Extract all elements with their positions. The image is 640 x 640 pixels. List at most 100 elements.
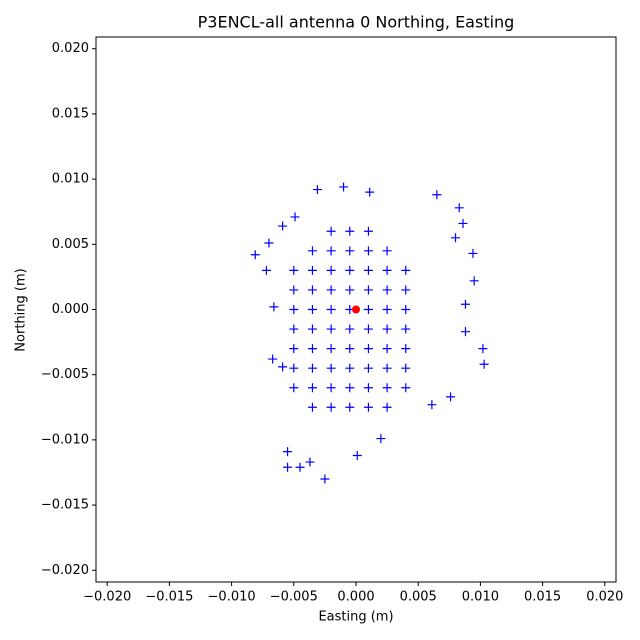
point — [307, 383, 317, 393]
point — [307, 265, 317, 275]
point — [352, 305, 360, 314]
point — [326, 305, 336, 314]
point — [289, 363, 299, 373]
x-tick-label: 0.010 — [462, 590, 499, 605]
point — [345, 383, 355, 393]
point — [261, 265, 271, 275]
point — [454, 203, 464, 213]
y-tick-label: 0.005 — [52, 237, 89, 252]
point — [469, 276, 479, 286]
point — [345, 324, 355, 334]
point — [305, 457, 315, 467]
point — [278, 362, 288, 372]
x-axis-label: Easting (m) — [318, 610, 393, 625]
point — [307, 285, 317, 295]
point — [326, 344, 336, 354]
point — [365, 187, 375, 197]
y-tick-label: 0.015 — [52, 106, 89, 121]
point — [363, 402, 373, 412]
point — [363, 265, 373, 275]
y-tick-label: −0.015 — [41, 498, 89, 513]
point — [468, 248, 478, 258]
y-tick-label: −0.020 — [41, 563, 89, 578]
point — [345, 402, 355, 412]
point — [451, 233, 461, 243]
point — [432, 190, 442, 200]
plot-frame — [95, 36, 617, 583]
point — [307, 324, 317, 334]
point — [401, 344, 411, 354]
point — [382, 305, 392, 314]
point — [289, 383, 299, 393]
point — [382, 246, 392, 256]
y-tick-label: 0.000 — [52, 302, 89, 317]
point — [427, 400, 437, 410]
point — [382, 285, 392, 295]
point — [401, 324, 411, 334]
point — [382, 383, 392, 393]
point — [326, 402, 336, 412]
point — [363, 324, 373, 334]
point — [401, 305, 411, 314]
point — [307, 402, 317, 412]
point — [363, 363, 373, 373]
x-tick-label: 0.020 — [586, 590, 623, 605]
point — [345, 265, 355, 275]
point — [326, 383, 336, 393]
point — [382, 324, 392, 334]
point — [401, 363, 411, 373]
point — [283, 447, 293, 457]
point — [352, 451, 362, 461]
point — [326, 265, 336, 275]
point — [382, 363, 392, 373]
point — [363, 285, 373, 295]
point — [290, 212, 300, 222]
point — [289, 305, 299, 314]
point — [269, 302, 279, 312]
point — [289, 265, 299, 275]
y-tick-label: 0.020 — [52, 41, 89, 56]
x-tick-label: −0.010 — [208, 590, 256, 605]
point — [345, 363, 355, 373]
point — [278, 221, 288, 231]
point — [307, 305, 317, 314]
chart-title: P3ENCL-all antenna 0 Northing, Easting — [198, 13, 515, 32]
point — [289, 324, 299, 334]
point — [478, 344, 488, 354]
point — [326, 226, 336, 236]
point — [345, 344, 355, 354]
point — [307, 363, 317, 373]
point — [289, 285, 299, 295]
y-axis-label: Northing (m) — [14, 268, 29, 351]
point — [312, 185, 322, 195]
x-tick-label: 0.015 — [524, 590, 561, 605]
point — [460, 327, 470, 337]
point — [307, 246, 317, 256]
point — [363, 344, 373, 354]
point — [307, 344, 317, 354]
point — [289, 344, 299, 354]
point — [326, 285, 336, 295]
y-tick-label: 0.010 — [52, 172, 89, 187]
point — [401, 265, 411, 275]
point — [295, 462, 305, 472]
point — [376, 434, 386, 444]
point — [264, 238, 274, 248]
point — [326, 324, 336, 334]
point — [250, 250, 260, 260]
x-tick-label: −0.020 — [83, 590, 131, 605]
point — [326, 246, 336, 256]
x-tick-label: 0.005 — [400, 590, 437, 605]
x-tick-label: −0.005 — [270, 590, 318, 605]
x-tick-label: −0.015 — [145, 590, 193, 605]
point — [363, 246, 373, 256]
y-tick-label: −0.005 — [41, 367, 89, 382]
point — [339, 182, 349, 192]
point — [345, 226, 355, 236]
point — [479, 359, 489, 369]
point — [382, 402, 392, 412]
point — [401, 285, 411, 295]
point — [283, 462, 293, 472]
point — [382, 265, 392, 275]
